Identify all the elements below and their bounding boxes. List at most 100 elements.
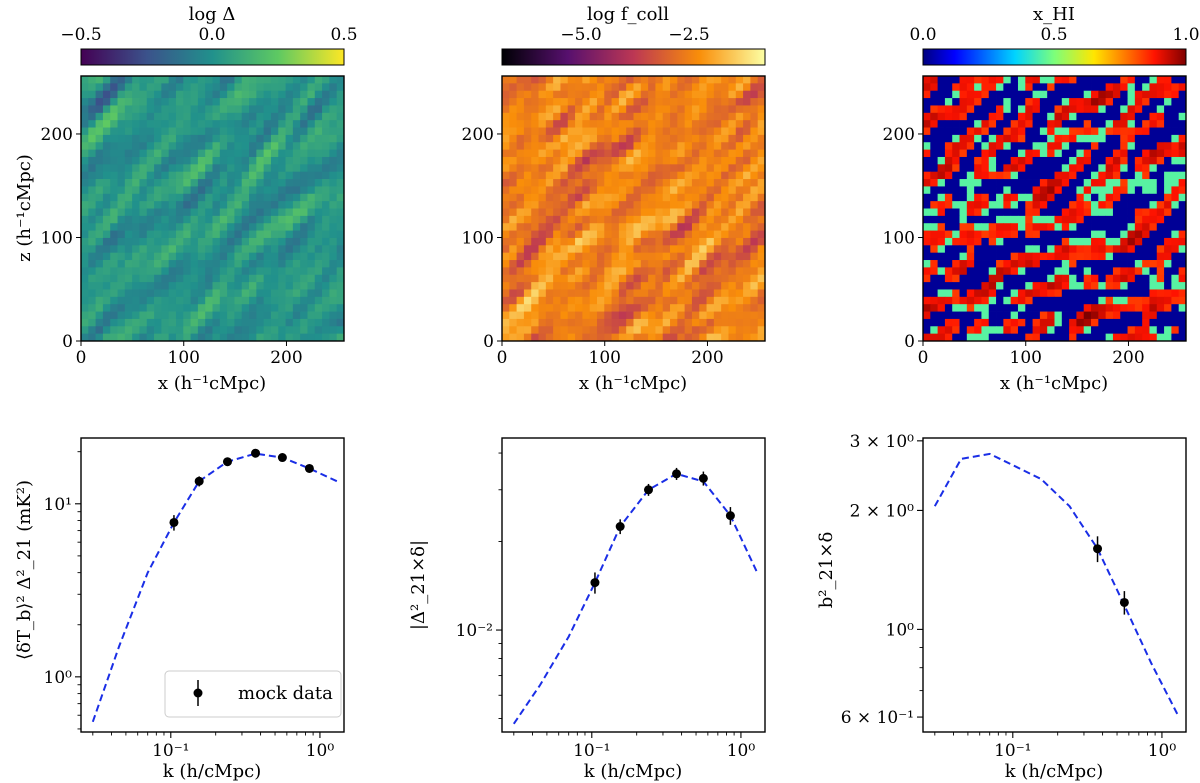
heatmap-cell (743, 237, 751, 246)
heatmap-cell (750, 237, 759, 246)
heatmap-cell (1003, 282, 1012, 290)
heatmap-cell (560, 252, 569, 261)
heatmap-cell (314, 201, 323, 209)
heatmap-cell (706, 105, 715, 114)
heatmap-cell (270, 296, 279, 305)
heatmap-cell (1083, 142, 1092, 151)
heatmap-cell (132, 164, 140, 173)
heatmap-cell (988, 149, 997, 158)
heatmap-cell (670, 260, 678, 268)
heatmap-cell (582, 245, 591, 254)
heatmap-cell (699, 171, 707, 180)
heatmap-cell (212, 105, 221, 114)
heatmap-cell (300, 149, 308, 158)
heatmap-cell (1017, 98, 1026, 106)
heatmap-cell (1112, 83, 1121, 92)
heatmap-cell (124, 98, 133, 106)
heatmap-cell (212, 98, 221, 106)
heatmap-cell (1105, 245, 1114, 254)
heatmap-cell (923, 208, 931, 217)
heatmap-cell (655, 230, 664, 239)
heatmap-cell (596, 76, 605, 84)
heatmap-cell (966, 134, 975, 143)
heatmap-cell (1069, 252, 1077, 261)
heatmap-cell (662, 179, 671, 187)
heatmap-cell (981, 193, 990, 202)
heatmap-cell (197, 171, 206, 180)
heatmap-cell (249, 90, 257, 99)
heatmap-cell (124, 171, 133, 180)
heatmap-cell (285, 134, 294, 143)
heatmap-cell (1010, 98, 1019, 106)
heatmap-cell (923, 127, 931, 136)
heatmap-cell (1017, 326, 1026, 335)
heatmap-cell (154, 142, 162, 151)
heatmap-cell (974, 142, 982, 151)
heatmap-cell (596, 186, 605, 195)
heatmap-cell (110, 201, 118, 209)
heatmap-cell (95, 179, 104, 187)
heatmap-cell (1178, 179, 1187, 187)
heatmap-cell (1098, 260, 1107, 268)
heatmap-cell (322, 237, 330, 246)
heatmap-cell (110, 186, 118, 195)
heatmap-cell (545, 274, 554, 283)
heatmap-cell (336, 112, 345, 121)
colorbar-tick: 0.5 (1040, 25, 1067, 45)
heatmap-cell (1142, 223, 1150, 231)
heatmap-cell (1054, 127, 1063, 136)
heatmap-cell (336, 171, 345, 180)
heatmap-cell (285, 127, 294, 136)
heatmap-cell (648, 289, 656, 298)
heatmap-cell (1105, 201, 1114, 209)
heatmap-cell (1112, 333, 1121, 342)
heatmap-cell (1120, 105, 1128, 114)
heatmap-cell (523, 311, 532, 320)
heatmap-cell (582, 186, 591, 195)
heatmap-cell (516, 252, 525, 261)
heatmap-cell (750, 296, 759, 305)
heatmap-cell (124, 134, 133, 143)
heatmap-cell (1061, 171, 1070, 180)
heatmap-cell (553, 230, 561, 239)
density-ylabel: z (h⁻¹cMpc) (14, 154, 35, 262)
heatmap-cell (923, 149, 931, 158)
heatmap-cell (1025, 112, 1033, 121)
heatmap-cell (249, 179, 257, 187)
heatmap-cell (959, 134, 968, 143)
heatmap-cell (1164, 142, 1172, 151)
heatmap-cell (611, 311, 620, 320)
heatmap-cell (626, 267, 634, 276)
heatmap-cell (117, 201, 126, 209)
heatmap-cell (1054, 201, 1063, 209)
heatmap-cell (538, 252, 547, 261)
heatmap-cell (596, 201, 605, 209)
heatmap-cell (219, 282, 228, 290)
heatmap-cell (1076, 304, 1085, 312)
heatmap-cell (124, 83, 133, 92)
heatmap-cell (560, 90, 569, 99)
heatmap-cell (959, 186, 968, 195)
heatmap-cell (132, 90, 140, 99)
heatmap-cell (219, 90, 228, 99)
heatmap-cell (336, 98, 345, 106)
heatmap-cell (618, 120, 627, 128)
heatmap-cell (684, 201, 693, 209)
heatmap-cell (502, 296, 510, 305)
heatmap-cell (611, 120, 620, 128)
heatmap-cell (1083, 120, 1092, 128)
heatmap-cell (263, 333, 272, 342)
heatmap-cell (553, 120, 561, 128)
heatmap-cell (596, 134, 605, 143)
heatmap-cell (677, 252, 686, 261)
heatmap-cell (124, 179, 133, 187)
heatmap-cell (1105, 179, 1114, 187)
heatmap-cell (523, 142, 532, 151)
heatmap-cell (146, 245, 155, 254)
heatmap-cell (249, 326, 257, 335)
heatmap-cell (684, 83, 693, 92)
fcoll-colorbar (501, 48, 766, 66)
heatmap-cell (314, 134, 323, 143)
heatmap-cell (1054, 333, 1063, 342)
heatmap-cell (626, 289, 634, 298)
